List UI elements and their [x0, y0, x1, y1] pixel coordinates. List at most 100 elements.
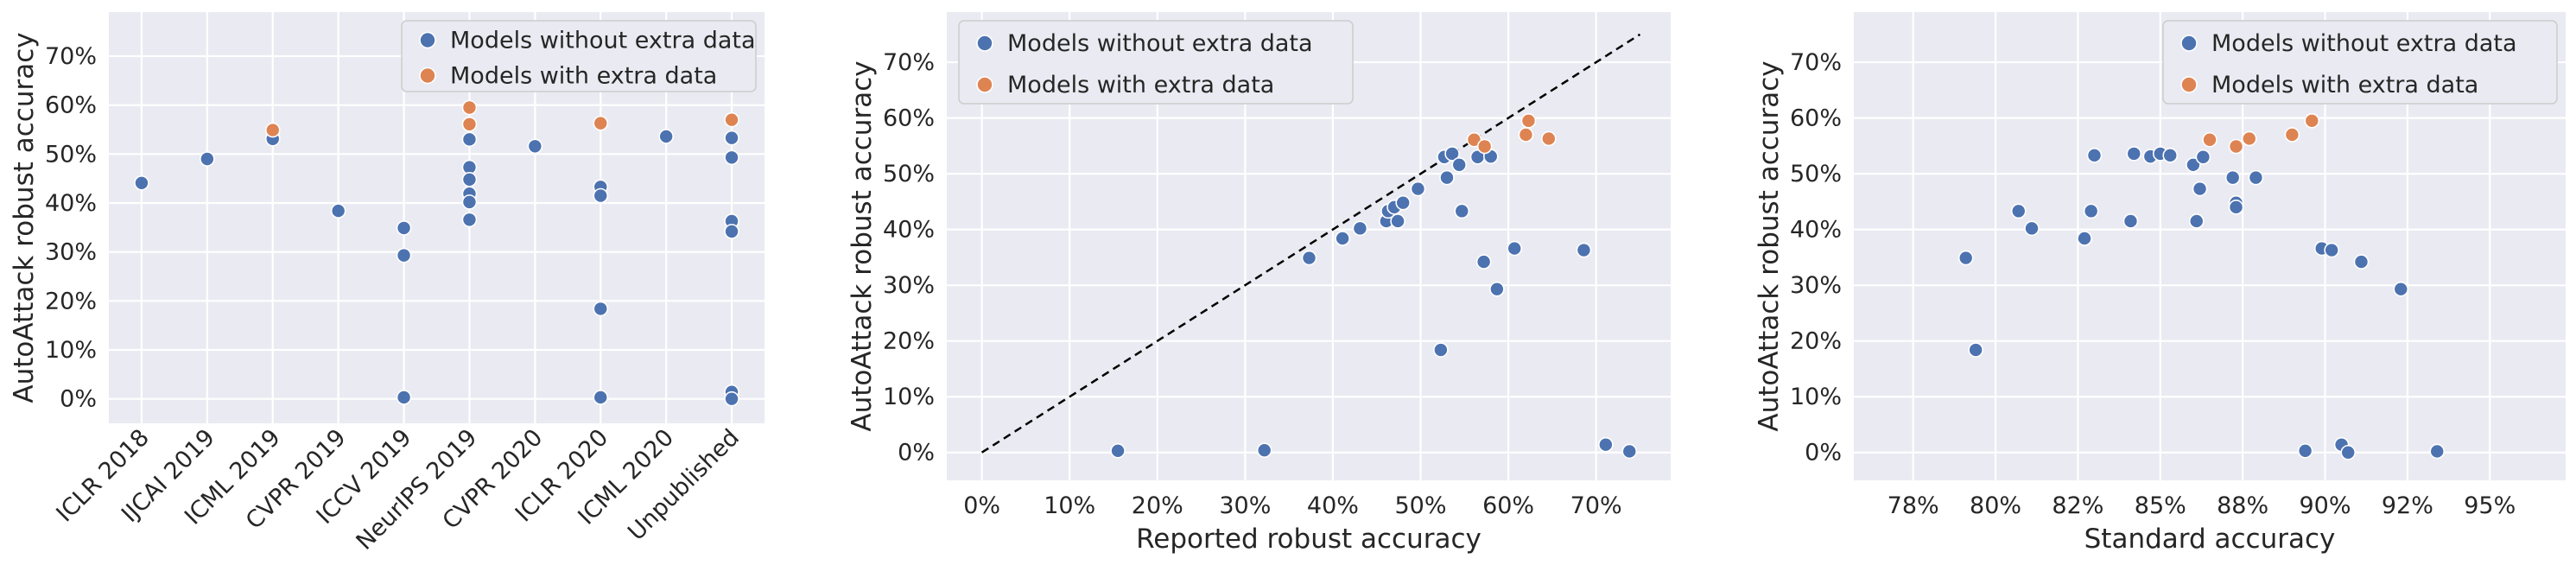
x-tick-label: 50% [1395, 492, 1447, 519]
legend-marker-with [419, 67, 436, 85]
point-without-extra-data [527, 138, 543, 155]
legend [958, 20, 1354, 105]
point-with-extra-data [461, 99, 478, 116]
y-tick-label: 0% [1805, 440, 1842, 467]
x-tick-label: 92% [2382, 492, 2433, 519]
legend-label-without: Models without extra data [450, 28, 756, 54]
point-without-extra-data [2086, 148, 2103, 163]
y-tick-label: 70% [1790, 49, 1842, 76]
point-without-extra-data [724, 130, 739, 146]
point-without-extra-data [2188, 213, 2205, 229]
legend-label-without: Models without extra data [1007, 30, 1313, 57]
point-without-extra-data [1256, 442, 1272, 458]
point-without-extra-data [593, 390, 609, 405]
point-without-extra-data [1395, 194, 1411, 211]
legend-label-with: Models with extra data [2211, 72, 2478, 98]
diagonal-reference-line [980, 33, 1641, 454]
point-without-extra-data [461, 194, 478, 210]
y-tick-label: 0% [898, 440, 935, 467]
point-without-extra-data [724, 224, 739, 239]
y-tick-label: 50% [1790, 161, 1842, 187]
y-tick-label: 40% [45, 190, 97, 217]
point-without-extra-data [2083, 203, 2099, 219]
point-without-extra-data [1410, 181, 1426, 197]
point-without-extra-data [1301, 250, 1317, 266]
chart-reported-vs-autoattack: 0% 10% 20% 30% 40% 50% 60% 70% 0% 10% 20% 30% 40% 50%… [847, 12, 1671, 555]
x-tick-label: 90% [2300, 492, 2351, 519]
point-with-extra-data [1520, 113, 1537, 129]
point-without-extra-data [2024, 220, 2040, 237]
point-without-extra-data [2224, 169, 2241, 186]
point-without-extra-data [461, 131, 478, 148]
point-without-extra-data [1451, 156, 1468, 173]
point-with-extra-data [2228, 138, 2244, 155]
y-axis-label: AutoAttack robust accuracy [847, 60, 878, 431]
point-without-extra-data [1621, 443, 1638, 460]
x-tick-label: 20% [1132, 492, 1183, 519]
point-with-extra-data [1541, 130, 1557, 147]
y-axis-label: AutoAttack robust accuracy [1754, 60, 1785, 431]
legend-marker-with [976, 76, 993, 93]
x-axis-label: Reported robust accuracy [1136, 524, 1482, 555]
point-without-extra-data [1957, 250, 1974, 266]
y-tick-label: 70% [45, 43, 97, 70]
point-without-extra-data [1489, 281, 1505, 297]
y-tick-label: 10% [1790, 384, 1842, 410]
y-tick-label: 20% [45, 288, 97, 314]
x-tick-label: 95% [2464, 492, 2516, 519]
y-tick-label: 20% [883, 328, 935, 355]
point-without-extra-data [396, 220, 412, 236]
point-without-extra-data [2297, 443, 2313, 459]
legend [401, 20, 757, 92]
point-with-extra-data [724, 111, 739, 128]
point-with-extra-data [461, 116, 478, 132]
point-without-extra-data [396, 247, 412, 263]
point-with-extra-data [264, 122, 281, 138]
point-without-extra-data [330, 203, 346, 219]
point-without-extra-data [1598, 436, 1614, 453]
point-without-extra-data [1335, 231, 1350, 246]
point-without-extra-data [593, 301, 609, 317]
x-tick-label: 60% [1482, 492, 1534, 519]
y-tick-label: 10% [45, 337, 97, 364]
point-without-extra-data [461, 212, 478, 228]
x-tick-label: 40% [1307, 492, 1359, 519]
point-without-extra-data [2228, 200, 2244, 215]
x-axis-label: Standard accuracy [2084, 524, 2336, 555]
point-without-extra-data [1110, 443, 1126, 459]
point-without-extra-data [461, 172, 478, 187]
y-tick-label: 40% [883, 217, 935, 244]
point-without-extra-data [593, 187, 609, 204]
point-without-extra-data [1390, 213, 1405, 229]
legend-marker-without [2180, 35, 2198, 52]
x-tick-label: 10% [1044, 492, 1095, 519]
point-without-extra-data [1444, 146, 1460, 162]
point-without-extra-data [1507, 240, 1522, 257]
point-without-extra-data [1433, 342, 1449, 358]
point-without-extra-data [724, 149, 739, 166]
legend-label-without: Models without extra data [2211, 30, 2517, 57]
point-with-extra-data [2202, 131, 2218, 148]
x-tick-label: 82% [2052, 492, 2103, 519]
y-tick-label: 30% [1790, 272, 1842, 299]
legend-label-with: Models with extra data [450, 63, 717, 90]
point-without-extra-data [2010, 203, 2027, 219]
x-tick-label: 80% [1970, 492, 2021, 519]
legend-label-with: Models with extra data [1007, 72, 1274, 98]
point-without-extra-data [2126, 146, 2142, 162]
point-without-extra-data [1439, 169, 1455, 186]
x-tick-label: 85% [2135, 492, 2186, 519]
y-tick-label: 30% [45, 239, 97, 266]
legend-marker-with [2180, 76, 2198, 93]
chart-standard-vs-autoattack: 0% 10% 20% 30% 40% 50% 60% 70% 78% 80% 82% 85% 88% 90… [1754, 12, 2566, 555]
y-tick-label: 60% [883, 105, 935, 132]
y-tick-label: 20% [1790, 328, 1842, 355]
point-without-extra-data [1352, 220, 1368, 237]
y-axis-label: AutoAttack robust accuracy [9, 32, 40, 403]
y-tick-label: 0% [60, 386, 97, 413]
point-with-extra-data [1476, 138, 1493, 155]
x-tick-label: 78% [1888, 492, 1939, 519]
point-with-extra-data [2304, 113, 2320, 129]
point-without-extra-data [2122, 213, 2139, 229]
